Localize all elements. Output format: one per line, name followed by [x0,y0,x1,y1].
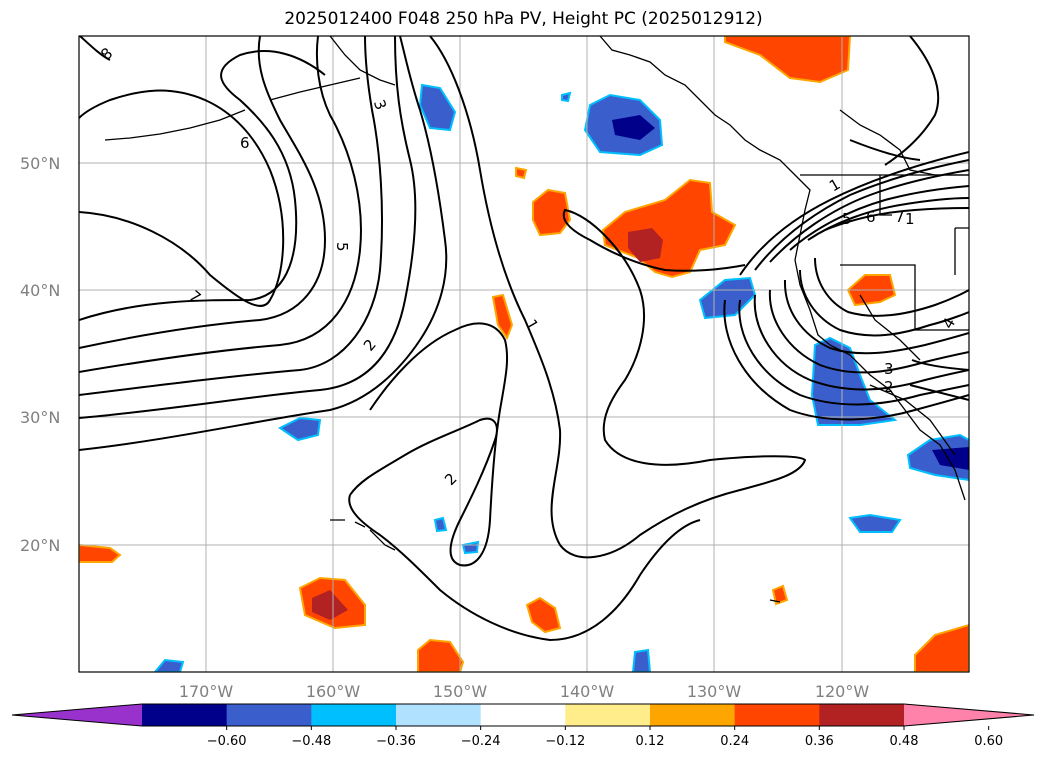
lat-label-30n: 30°N [20,408,60,427]
colorbar-tick-label: −0.36 [376,734,416,749]
map-frame [78,35,970,673]
pv-positive-blob [79,543,122,563]
lat-label-20n: 20°N [20,536,60,555]
pv-positive-blob [914,623,969,672]
colorbar-extend-low [12,704,142,726]
pv-negative-blob [418,83,457,132]
pv-negative-blob [848,513,902,533]
colorbar-tick-label: 0.24 [720,734,749,749]
colorbar: −0.60 −0.48 −0.36 −0.24 −0.12 0.12 0.24 0.36 0.4… [11,703,1035,749]
lon-label-140w: 140°W [560,682,615,701]
pv-positive-core [312,590,348,620]
colorbar-segment [480,704,566,726]
pv-positive-blob [724,36,852,84]
page-title: 2025012400 F048 250 hPa PV, Height PC (2… [284,9,763,29]
contour-label: 5 [333,242,351,252]
pv-positive-blob [525,596,562,634]
colorbar-segment [565,704,651,726]
pv-negative-blob [461,540,480,555]
pv-positive-blob [417,638,465,672]
pv-negative-core [932,447,969,470]
pv-negative-blob [433,516,448,533]
colorbar-tick-label: 0.12 [636,734,665,749]
colorbar-segment [142,704,228,726]
colorbar-tick-label: 0.60 [974,734,1003,749]
colorbar-tick-label: 0.48 [890,734,919,749]
pv-positive-blob [771,584,789,606]
colorbar-outline [11,703,1035,727]
contour-label: 6 [240,134,250,152]
colorbar-tick-label: −0.60 [207,734,247,749]
lat-label-40n: 40°N [20,281,60,300]
contour-label: 3 [884,360,894,378]
colorbar-tick-label: −0.12 [545,734,585,749]
contour-label: 6 [866,208,876,226]
pv-negative-core [612,115,655,140]
latitude-labels: 50°N 40°N 30°N 20°N [20,154,60,555]
colorbar-segment [819,704,905,726]
colorbar-segment [734,704,820,726]
colorbar-segment [650,704,736,726]
colorbar-extend-high [904,704,1034,726]
colorbar-tick-label: −0.24 [461,734,501,749]
colorbar-segment [226,704,312,726]
lon-label-120w: 120°W [815,682,870,701]
longitude-labels: 170°W 160°W 150°W 140°W 130°W 120°W [179,682,870,701]
colorbar-tick-label: −0.48 [291,734,331,749]
contour-label: 1 [905,210,915,228]
coastlines [104,36,969,603]
contour-label: 2 [884,378,894,396]
height-contours [79,36,969,642]
pv-positive-blob [491,293,514,341]
pv-negative-blob [153,658,185,672]
contour-label: 7 [895,208,905,226]
pv-negative-blob [561,91,572,103]
lat-label-50n: 50°N [20,154,60,173]
colorbar-segment [396,704,482,726]
pv-negative-blob [631,648,652,672]
pv-positive-blob [532,188,572,237]
colorbar-tick-label: 0.36 [805,734,834,749]
lon-label-170w: 170°W [179,682,234,701]
pv-negative-blob [278,416,322,442]
pv-positive-core [628,228,663,262]
lon-label-130w: 130°W [687,682,742,701]
colorbar-segment [311,704,397,726]
contour-label: 5 [842,210,852,228]
pv-positive-blob [515,166,528,180]
lon-label-150w: 150°W [433,682,488,701]
lon-label-160w: 160°W [306,682,361,701]
